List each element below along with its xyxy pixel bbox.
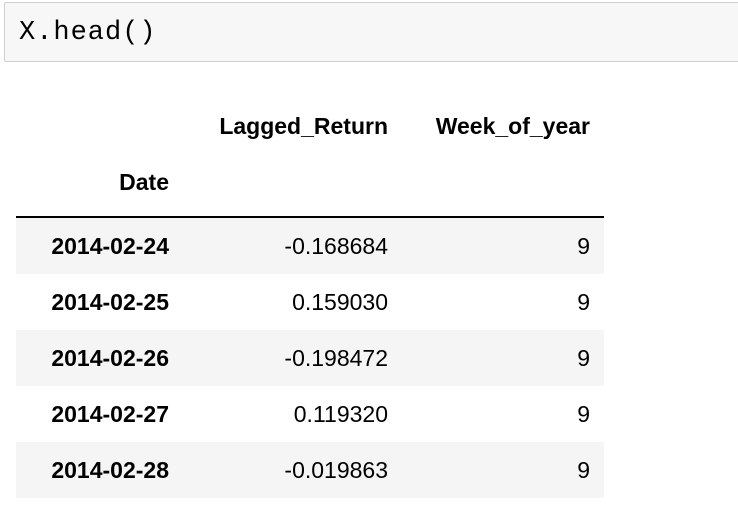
- cell-week-of-year: 9: [577, 345, 590, 371]
- cell-lagged-return: 0.159030: [292, 289, 388, 315]
- code-input-cell[interactable]: X.head(): [4, 2, 738, 62]
- column-header-lagged-return: Lagged_Return: [219, 113, 388, 139]
- row-index-date: 2014-02-26: [51, 345, 169, 371]
- cell-week-of-year: 9: [577, 401, 590, 427]
- index-name-date: Date: [119, 169, 169, 195]
- table-row: 2014-02-24 -0.168684 9: [16, 218, 604, 274]
- table-row: 2014-02-28 -0.019863 9: [16, 442, 604, 498]
- row-index-date: 2014-02-24: [51, 233, 169, 259]
- cell-lagged-return: -0.168684: [284, 233, 388, 259]
- column-header-row: Lagged_Return Week_of_year: [16, 100, 604, 160]
- index-name-row: Date: [16, 160, 604, 216]
- column-header-week-of-year: Week_of_year: [435, 113, 590, 139]
- code-source[interactable]: X.head(): [19, 18, 157, 48]
- cell-lagged-return: -0.198472: [284, 345, 388, 371]
- cell-week-of-year: 9: [577, 289, 590, 315]
- table-row: 2014-02-25 0.159030 9: [16, 274, 604, 330]
- cell-week-of-year: 9: [577, 457, 590, 483]
- row-index-date: 2014-02-25: [51, 289, 169, 315]
- row-index-date: 2014-02-28: [51, 457, 169, 483]
- cell-lagged-return: 0.119320: [293, 401, 388, 427]
- table-row: 2014-02-26 -0.198472 9: [16, 330, 604, 386]
- dataframe-output: Lagged_Return Week_of_year Date 2014-02-…: [16, 100, 604, 498]
- row-index-date: 2014-02-27: [51, 401, 169, 427]
- table-row: 2014-02-27 0.119320 9: [16, 386, 604, 442]
- cell-week-of-year: 9: [577, 233, 590, 259]
- cell-lagged-return: -0.019863: [284, 457, 388, 483]
- header-index-blank: [16, 96, 169, 156]
- header-divider: [16, 216, 604, 218]
